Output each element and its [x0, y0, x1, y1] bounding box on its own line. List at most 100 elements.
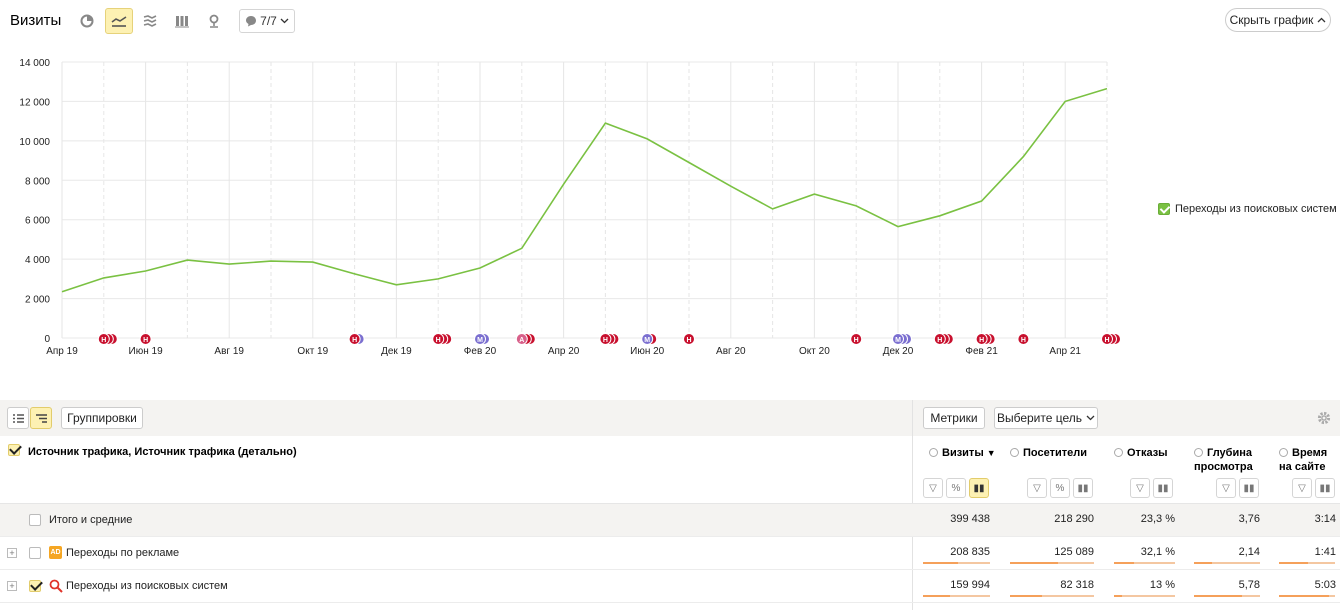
- annotation-marker[interactable]: [348, 333, 361, 345]
- expand-icon[interactable]: +: [7, 548, 17, 558]
- visits-column-tools: ▽ % ▮▮: [923, 478, 989, 498]
- visitors-column-tools: ▽ % ▮▮: [1027, 478, 1093, 498]
- pie-chart-button[interactable]: [73, 8, 101, 34]
- value-bar-fill: [923, 562, 958, 564]
- area-chart-icon: [143, 15, 157, 27]
- bar-chart-icon[interactable]: ▮▮: [1315, 478, 1335, 498]
- annotation-letter: Н: [854, 337, 859, 344]
- row-checkbox[interactable]: [29, 514, 41, 526]
- hide-chart-label: Скрыть график: [1229, 13, 1314, 27]
- annotation-marker[interactable]: [139, 333, 152, 345]
- x-tick-label: Июн 19: [129, 346, 164, 357]
- info-icon[interactable]: [1114, 448, 1123, 457]
- value-bar-fill: [1194, 562, 1212, 564]
- bar-chart-icon[interactable]: ▮▮: [969, 478, 989, 498]
- table-row[interactable]: + Переходы из поисковых систем 159 994 8…: [0, 570, 1340, 603]
- cell-depth: 3,76: [1238, 513, 1260, 525]
- x-tick-label: Дек 19: [381, 346, 412, 357]
- value-bar-fill: [1194, 595, 1242, 597]
- cell-time: 3:14: [1314, 513, 1336, 525]
- goal-select[interactable]: Выберите цель: [994, 407, 1098, 429]
- gear-icon[interactable]: [1317, 411, 1331, 425]
- annotation-marker[interactable]: [515, 333, 528, 345]
- cell-visitors: 82 318: [1060, 579, 1094, 591]
- filter-icon[interactable]: ▽: [1027, 478, 1047, 498]
- percent-icon[interactable]: %: [946, 478, 966, 498]
- percent-icon[interactable]: %: [1050, 478, 1070, 498]
- column-header-visits[interactable]: Визиты ▼: [929, 446, 996, 460]
- bar-chart-icon[interactable]: ▮▮: [1153, 478, 1173, 498]
- cell-visits: 159 994: [950, 579, 990, 591]
- value-bar-fill: [1010, 595, 1042, 597]
- chart-legend[interactable]: Переходы из поисковых систем: [1158, 203, 1337, 215]
- line-chart-button[interactable]: [105, 8, 133, 34]
- annotation-letter: Н: [603, 337, 608, 344]
- x-tick-label: Дек 20: [883, 346, 914, 357]
- annotation-marker[interactable]: [683, 333, 695, 345]
- annotation-marker[interactable]: [599, 333, 612, 345]
- flat-view-button[interactable]: [7, 407, 29, 429]
- bar-chart-icon[interactable]: ▮▮: [1073, 478, 1093, 498]
- chevron-down-icon: [280, 18, 289, 24]
- filter-icon[interactable]: ▽: [923, 478, 943, 498]
- tree-view-button[interactable]: [30, 407, 52, 429]
- info-icon[interactable]: [1279, 448, 1288, 457]
- filter-icon[interactable]: ▽: [1292, 478, 1312, 498]
- annotation-marker[interactable]: [933, 333, 946, 345]
- annotation-marker[interactable]: [474, 333, 486, 345]
- annotation-marker[interactable]: [641, 333, 654, 345]
- annotation-marker[interactable]: [975, 333, 988, 345]
- value-bar-fill: [1279, 562, 1308, 564]
- row-checkbox[interactable]: [29, 580, 41, 592]
- annotation-marker[interactable]: [850, 333, 863, 345]
- value-bar-track: [1114, 562, 1175, 564]
- cell-visits: 208 835: [950, 546, 990, 558]
- annotation-marker[interactable]: [1101, 333, 1113, 345]
- annotation-marker[interactable]: [892, 333, 904, 345]
- info-icon[interactable]: [929, 448, 938, 457]
- metrics-button[interactable]: Метрики: [923, 407, 985, 429]
- y-tick-label: 6 000: [25, 216, 50, 227]
- info-icon[interactable]: [1194, 448, 1203, 457]
- table-row[interactable]: + AD Переходы по рекламе 208 835 125 089…: [0, 537, 1340, 570]
- value-bar-track: [923, 595, 990, 597]
- annotation-letter: М: [895, 337, 901, 344]
- annotation-letter: Н: [937, 337, 942, 344]
- column-header-visitors[interactable]: Посетители: [1010, 446, 1087, 460]
- map-button[interactable]: [200, 8, 228, 34]
- legend-checkbox[interactable]: [1158, 203, 1170, 215]
- y-tick-label: 8 000: [25, 176, 50, 187]
- annotation-marker[interactable]: [432, 333, 445, 345]
- tree-list-icon: [35, 413, 47, 423]
- filter-icon[interactable]: ▽: [1216, 478, 1236, 498]
- select-all-checkbox[interactable]: [8, 444, 20, 456]
- bar-chart-icon[interactable]: ▮▮: [1239, 478, 1259, 498]
- hide-chart-button[interactable]: Скрыть график: [1225, 8, 1331, 32]
- annotation-marker[interactable]: [97, 333, 110, 345]
- notes-dropdown[interactable]: 7/7: [239, 9, 295, 33]
- filter-icon[interactable]: ▽: [1130, 478, 1150, 498]
- y-tick-label: 10 000: [19, 137, 50, 148]
- ad-icon: AD: [49, 546, 62, 559]
- annotation-letter: Н: [352, 337, 357, 344]
- groupings-button[interactable]: Группировки: [61, 407, 143, 429]
- bar-chart-button[interactable]: [168, 8, 196, 34]
- row-checkbox[interactable]: [29, 547, 41, 559]
- column-header-time[interactable]: Время на сайте: [1279, 447, 1328, 473]
- cell-bounce: 32,1 %: [1140, 546, 1175, 558]
- column-header-depth[interactable]: Глубина просмотра: [1194, 447, 1253, 473]
- area-chart-button[interactable]: [136, 8, 164, 34]
- comment-icon: [246, 16, 257, 27]
- column-header-bounce[interactable]: Отказы: [1114, 446, 1168, 460]
- time-column-tools: ▽ ▮▮: [1292, 478, 1335, 498]
- expand-icon[interactable]: +: [7, 581, 17, 591]
- map-pin-icon: [209, 14, 219, 28]
- row-label: Переходы по рекламе: [66, 547, 180, 559]
- annotation-marker[interactable]: [1017, 333, 1030, 345]
- info-icon[interactable]: [1010, 448, 1019, 457]
- annotation-letter: Н: [1104, 337, 1109, 344]
- value-bar-fill: [1114, 562, 1134, 564]
- x-tick-label: Авг 20: [716, 346, 746, 357]
